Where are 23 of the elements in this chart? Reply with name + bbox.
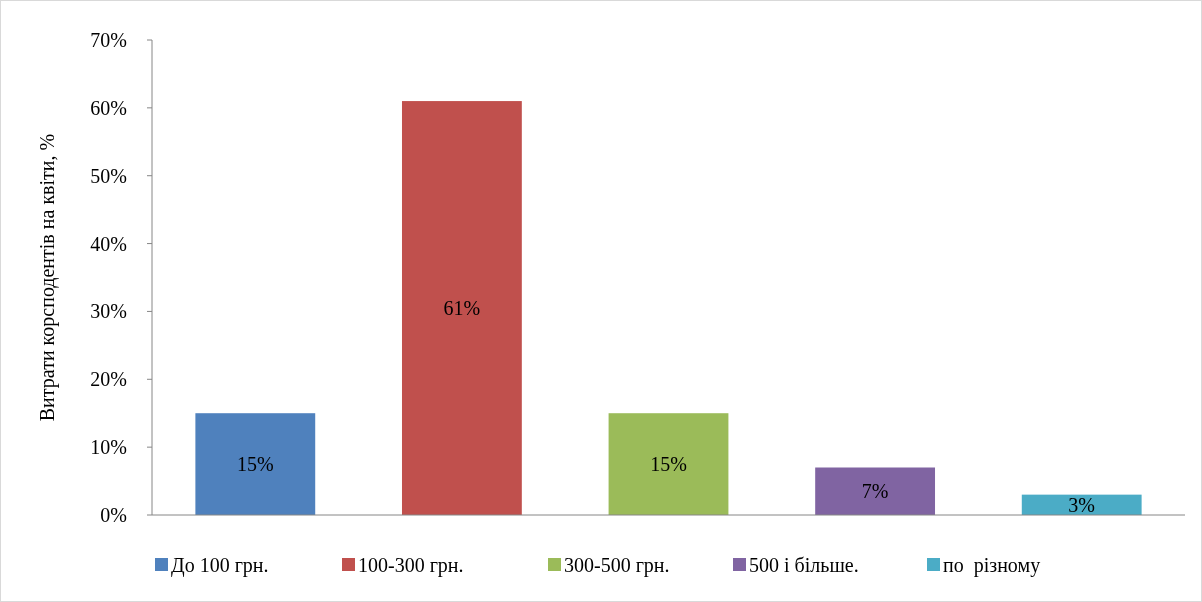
legend-label: 500 і більше. [749,554,859,576]
bar [815,467,936,515]
legend-label: 100-300 грн. [358,554,464,577]
data-label: 15% [650,453,687,476]
data-label: 7% [861,480,889,503]
y-tick-label: 60% [90,96,127,119]
y-tick-label: 0% [100,504,127,526]
bar [608,413,729,515]
data-label: 61% [443,297,481,320]
y-tick-label: 10% [90,436,127,459]
legend-label: по різному [943,554,1041,577]
data-label: 15% [236,453,274,476]
legend-label: 300-500 грн. [564,554,670,577]
bar [195,413,316,515]
y-tick-label: 70% [90,29,127,51]
bar [401,101,522,515]
y-tick-label: 40% [90,232,127,255]
y-axis-title: Витрати корсподентів на квіти, % [36,133,59,422]
data-label: 3% [1068,493,1096,516]
y-tick-label: 50% [90,164,127,187]
y-tick-label: 30% [90,300,127,323]
legend-label: До 100 грн. [171,554,269,577]
y-tick-label: 20% [90,368,127,391]
